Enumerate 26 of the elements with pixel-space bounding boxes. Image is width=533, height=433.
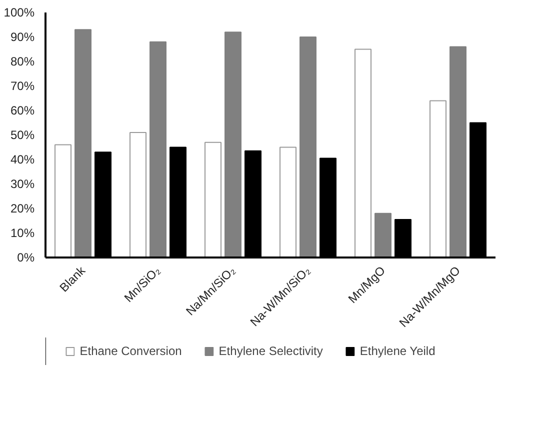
- y-tick-label: 80%: [10, 54, 35, 68]
- y-tick-label: 10%: [10, 226, 35, 240]
- legend-label: Ethylene Yeild: [360, 344, 436, 358]
- bar: [300, 36, 316, 258]
- y-tick-label: 50%: [10, 128, 35, 142]
- bar: [224, 32, 242, 258]
- bar: [130, 132, 146, 258]
- y-tick-label: 70%: [10, 79, 35, 93]
- bar: [354, 48, 372, 258]
- y-tick-label: 40%: [10, 152, 35, 166]
- bar: [450, 46, 466, 258]
- y-tick-label: 90%: [10, 30, 35, 44]
- y-tick-label: 60%: [10, 104, 35, 118]
- bar: [430, 100, 446, 258]
- bar: [280, 146, 296, 258]
- y-tick-label: 0%: [17, 250, 35, 264]
- y-tick-label: 20%: [10, 202, 35, 216]
- bar: [150, 41, 166, 258]
- bar: [74, 29, 92, 258]
- bar: [204, 142, 222, 258]
- bar: [54, 144, 72, 258]
- y-tick-label: 30%: [10, 177, 35, 191]
- bar: [374, 212, 392, 258]
- legend-label: Ethylene Selectivity: [218, 344, 323, 358]
- y-tick-label: 100%: [4, 6, 35, 20]
- legend-label: Ethane Conversion: [80, 344, 182, 358]
